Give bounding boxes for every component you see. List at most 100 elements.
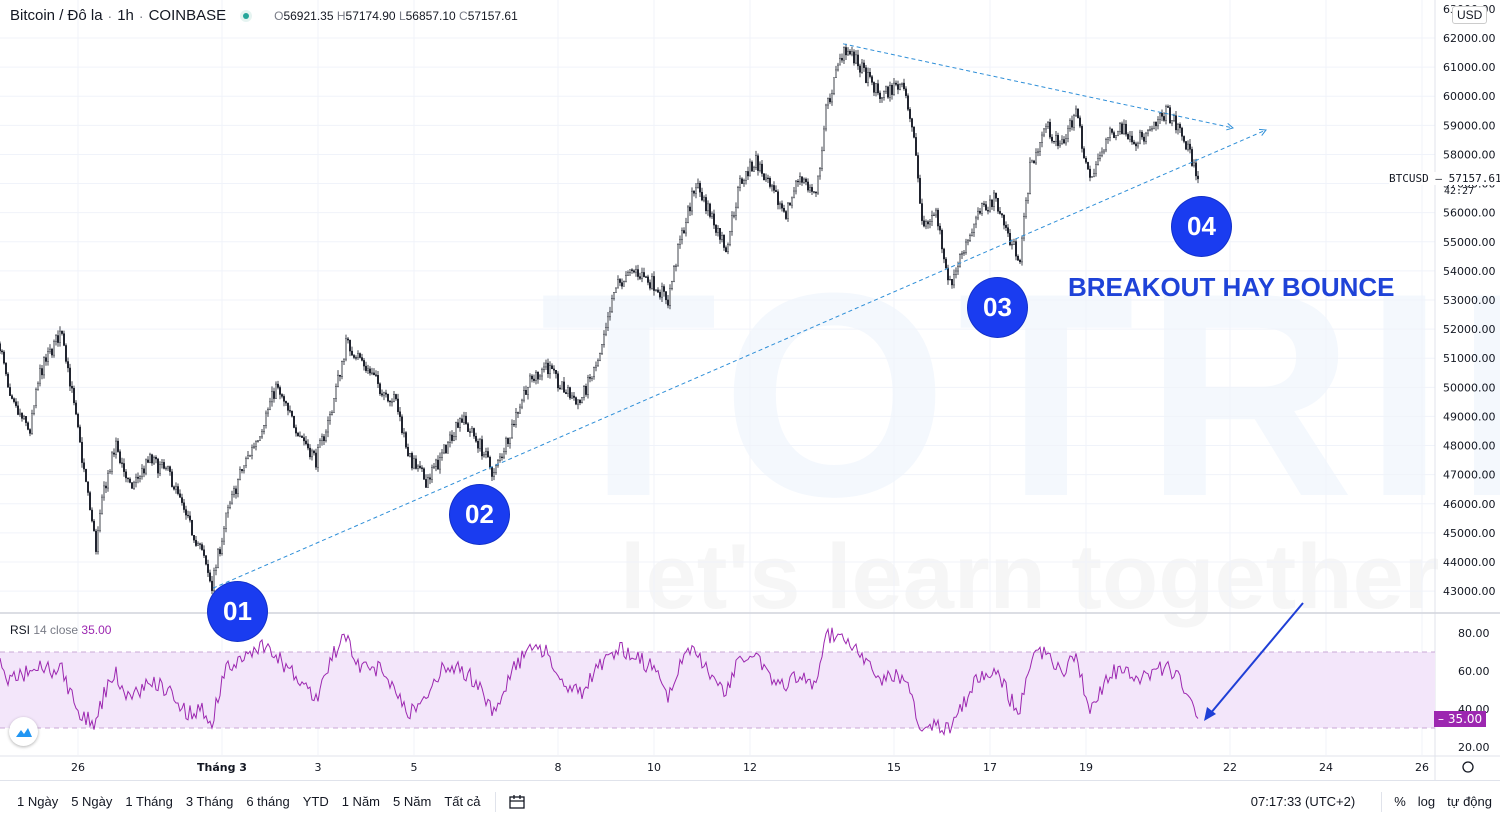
candle [17, 405, 19, 415]
candle [95, 530, 97, 552]
time-tick: 3 [315, 761, 322, 774]
candle [1075, 108, 1077, 116]
candle [649, 282, 651, 289]
candle [419, 465, 421, 468]
candle [227, 507, 229, 514]
annotation-arrowhead [1204, 707, 1216, 721]
time-tick: 17 [983, 761, 997, 774]
candle [727, 244, 729, 253]
trendline-resistance [842, 43, 1234, 129]
settings-gear-icon[interactable] [1462, 761, 1474, 773]
candle [667, 299, 669, 306]
range-4[interactable]: 6 tháng [246, 794, 290, 809]
candle [57, 335, 59, 343]
range-6[interactable]: 1 Năm [341, 794, 381, 809]
candle [663, 286, 665, 292]
candle [579, 399, 581, 404]
candle [1013, 241, 1015, 245]
candle [475, 436, 477, 442]
candle [449, 434, 451, 443]
candle [719, 228, 721, 240]
range-8[interactable]: Tất cả [444, 794, 481, 809]
auto-scale-toggle[interactable]: tự động [1447, 794, 1492, 809]
candle [889, 85, 891, 98]
candle [437, 459, 439, 470]
candle [153, 457, 155, 464]
clock-timezone[interactable]: 07:17:33 (UTC+2) [1250, 794, 1356, 809]
candle [893, 82, 895, 95]
candle [697, 182, 699, 189]
candle [831, 93, 833, 103]
candle [1053, 140, 1055, 143]
range-5[interactable]: YTD [302, 794, 329, 809]
candle [45, 357, 47, 362]
candle [155, 457, 157, 460]
candle [141, 468, 143, 477]
range-1[interactable]: 5 Ngày [71, 794, 113, 809]
candle [399, 411, 401, 417]
candle [825, 104, 827, 130]
candle [405, 432, 407, 448]
candle [181, 497, 183, 503]
candle [1093, 173, 1095, 177]
percent-toggle[interactable]: % [1394, 794, 1406, 809]
candle [1079, 117, 1081, 127]
range-2[interactable]: 1 Tháng [125, 794, 173, 809]
candle [677, 244, 679, 267]
candle [531, 375, 533, 380]
currency-button[interactable]: USD [1452, 6, 1488, 24]
candle [193, 534, 195, 541]
candle [321, 436, 323, 441]
price-chart[interactable]: 62000.00 61000.00 60000.00 59000.00 58000.00… [0, 0, 1500, 780]
candle [785, 211, 787, 219]
tradingview-logo-icon[interactable] [9, 717, 38, 746]
symbol-name[interactable]: Bitcoin / Đô la [10, 7, 103, 24]
price-tick: 55000.00 [1443, 236, 1496, 249]
candle [835, 69, 837, 78]
candle [929, 221, 931, 225]
candle [637, 269, 639, 277]
candle [845, 47, 847, 56]
candle [1025, 200, 1027, 217]
candle [809, 187, 811, 191]
candle [1119, 123, 1121, 132]
candle [603, 333, 605, 346]
candle [1073, 115, 1075, 128]
candle [103, 485, 105, 498]
candle [569, 387, 571, 399]
candle [661, 286, 663, 298]
log-toggle[interactable]: log [1417, 794, 1436, 809]
candle [1187, 143, 1189, 150]
time-tick: 10 [647, 761, 661, 774]
rsi-value-tag: – 35.00 [1434, 711, 1487, 727]
candle [1115, 135, 1117, 138]
candle [865, 67, 867, 83]
candle [1057, 135, 1059, 146]
candle [949, 279, 951, 281]
range-7[interactable]: 5 Năm [393, 794, 432, 809]
range-3[interactable]: 3 Tháng [185, 794, 234, 809]
price-tick: 45000.00 [1443, 527, 1496, 540]
interval[interactable]: 1h [117, 7, 134, 24]
calendar-icon[interactable] [508, 794, 526, 810]
range-buttons: 1 Ngày 5 Ngày 1 Tháng 3 Tháng 6 tháng YTD 1 Nă… [17, 794, 493, 809]
candle [959, 254, 961, 267]
candle [267, 409, 269, 414]
candle [383, 392, 385, 396]
candle [161, 462, 163, 465]
candle [213, 570, 215, 591]
candle [737, 187, 739, 208]
candle [1111, 128, 1113, 133]
trendline-arrowhead [1226, 122, 1235, 131]
candle [243, 465, 245, 472]
candle [517, 412, 519, 414]
candle [149, 454, 151, 463]
rsi-legend[interactable]: RSI 14 close 35.00 [10, 623, 111, 637]
candle [259, 436, 261, 441]
candle [1095, 164, 1097, 174]
candle [905, 88, 907, 96]
candle [75, 402, 77, 415]
range-0[interactable]: 1 Ngày [17, 794, 59, 809]
candle [377, 375, 379, 384]
price-tick: 61000.00 [1443, 61, 1496, 74]
